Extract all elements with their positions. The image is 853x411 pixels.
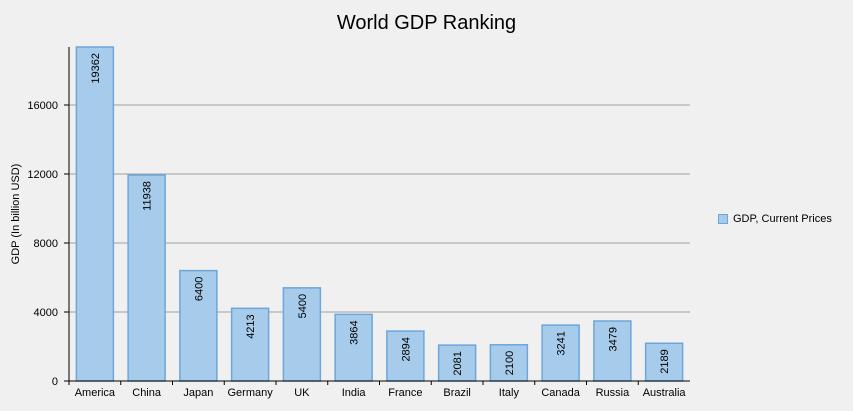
- bar-australia: [644, 342, 684, 382]
- bar-russia: [593, 320, 632, 382]
- x-tick-label: Germany: [228, 387, 274, 399]
- y-axis-title: GDP (In billion USD): [10, 164, 22, 265]
- data-label: 2100: [504, 351, 516, 375]
- data-label: 19362: [90, 53, 102, 84]
- legend-swatch: [718, 214, 728, 224]
- data-label: 2081: [452, 351, 464, 375]
- data-label: 3241: [556, 331, 568, 355]
- legend-label: GDP, Current Prices: [733, 213, 832, 225]
- y-tick-label: 0: [52, 376, 58, 388]
- x-tick-label: Russia: [596, 387, 631, 399]
- data-label: 6400: [193, 277, 205, 301]
- x-tick-label: America: [75, 387, 116, 399]
- x-tick-label: India: [342, 387, 367, 399]
- data-labels: 19362 11938 6400 4213 5400 3864 2894 2081 2100 32…: [90, 53, 671, 376]
- y-tick-label: 16000: [27, 100, 58, 112]
- data-label: 2189: [659, 349, 671, 373]
- x-tick-label: France: [388, 387, 422, 399]
- x-tick-label: UK: [294, 387, 310, 399]
- x-tick-label: Australia: [643, 387, 687, 399]
- y-tick-label: 8000: [34, 238, 58, 250]
- x-tick-labels: America China Japan Germany UK India France Bra…: [68, 381, 687, 399]
- y-tick-labels: 0 4000 8000 12000 16000: [27, 100, 69, 388]
- data-label: 4213: [245, 314, 257, 338]
- bar-japan: [179, 269, 218, 382]
- bar-italy: [489, 344, 529, 382]
- data-label: 3479: [607, 327, 619, 351]
- bar-india: [334, 313, 373, 382]
- y-tick-label: 12000: [27, 169, 58, 181]
- data-label: 3864: [349, 320, 361, 344]
- x-tick-label: Brazil: [443, 387, 471, 399]
- chart-title: World GDP Ranking: [336, 12, 517, 34]
- gridlines: [69, 104, 690, 313]
- bar-germany: [230, 307, 270, 382]
- x-tick-label: China: [132, 387, 162, 399]
- x-tick-label: Japan: [183, 387, 213, 399]
- y-tick-label: 4000: [34, 307, 58, 319]
- legend: GDP, Current Prices: [718, 213, 832, 225]
- bar-france: [386, 330, 425, 382]
- x-tick-label: Canada: [541, 387, 580, 399]
- x-tick-label: Italy: [499, 387, 520, 399]
- data-label: 2894: [400, 337, 412, 361]
- bar-america: [75, 46, 115, 382]
- bars: [75, 46, 684, 382]
- data-label: 5400: [297, 294, 309, 318]
- data-label: 11938: [142, 181, 154, 211]
- bar-brazil: [437, 344, 477, 382]
